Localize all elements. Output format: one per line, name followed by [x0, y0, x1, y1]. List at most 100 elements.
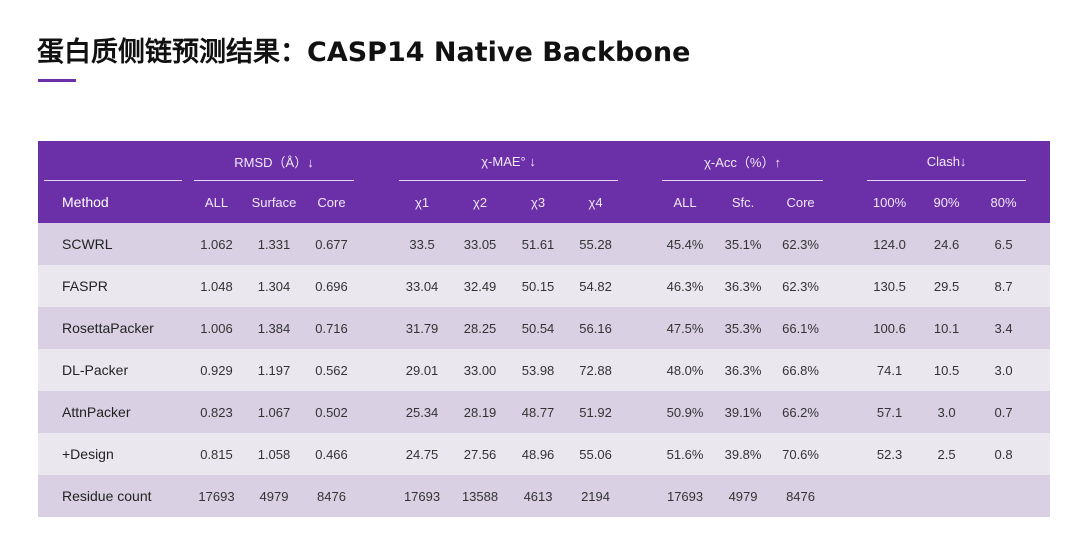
col-spacer: [829, 475, 861, 517]
table-cell: 4979: [728, 488, 758, 504]
method-name-cell: Residue count: [62, 488, 152, 504]
table-cell: 70.6%: [782, 446, 819, 462]
table-cell: 0.815: [200, 446, 233, 462]
table-body: SCWRL 1.062 1.331 0.677 33.5 33.05 51.61 55.28 4…: [38, 223, 1051, 517]
group-acc: χ-Acc（%）↑: [656, 141, 829, 181]
table-cell: 8.7: [994, 278, 1013, 294]
table-cell: 17693: [666, 488, 704, 504]
table-cell: 3.0: [937, 404, 956, 420]
table-cell: 10.1: [933, 320, 960, 336]
table-cell: 0.466: [315, 446, 348, 462]
table-cell: 47.5%: [666, 320, 704, 336]
table-cell: 1.006: [200, 320, 233, 336]
col-spacer: [624, 433, 656, 475]
column-header-row: Method ALL Surface Core χ1 χ2 χ3 χ4 ALL …: [38, 181, 1051, 223]
results-table: RMSD（Å）↓ χ-MAE° ↓ χ-Acc（%）↑ Clash↓ Metho…: [38, 141, 1051, 517]
col-header-clash-100: 100%: [872, 194, 907, 210]
table-cell: 36.3%: [724, 362, 762, 378]
table-cell: 56.16: [579, 320, 612, 336]
table-cell: [861, 475, 918, 517]
table-cell: 2.5: [937, 446, 956, 462]
table-cell: 39.1%: [724, 404, 762, 420]
col-spacer: [829, 223, 861, 265]
table-cell: 3.4: [994, 320, 1013, 336]
table-cell: 66.8%: [782, 362, 819, 378]
col-header-chi3: χ3: [531, 194, 546, 210]
group-header-row: RMSD（Å）↓ χ-MAE° ↓ χ-Acc（%）↑ Clash↓: [38, 141, 1051, 181]
col-header-acc-core: Core: [786, 194, 815, 210]
col-spacer: [1032, 391, 1050, 433]
table-row: DL-Packer 0.929 1.197 0.562 29.01 33.00 53.98 7…: [38, 349, 1051, 391]
col-header-chi4: χ4: [588, 194, 603, 210]
group-spacer: [829, 141, 861, 181]
col-spacer: [829, 391, 861, 433]
col-spacer: [1032, 265, 1050, 307]
table-cell: 1.058: [257, 446, 291, 462]
table-cell: 10.5: [933, 362, 960, 378]
col-spacer: [1032, 349, 1050, 391]
table-cell: 51.61: [521, 236, 555, 252]
col-header-chi1: χ1: [415, 194, 430, 210]
table-cell: 0.562: [315, 362, 348, 378]
table-cell: 28.19: [463, 404, 497, 420]
table-cell: 66.1%: [782, 320, 819, 336]
table-cell: 50.54: [521, 320, 555, 336]
col-spacer: [624, 181, 656, 223]
table-cell: 0.7: [994, 404, 1013, 420]
table-cell: 36.3%: [724, 278, 762, 294]
table-cell: 62.3%: [782, 278, 819, 294]
col-spacer: [360, 391, 393, 433]
col-spacer: [1032, 223, 1050, 265]
group-spacer: [360, 141, 393, 181]
col-header-method: Method: [62, 194, 109, 210]
group-spacer: [38, 141, 188, 181]
table-cell: 24.75: [405, 446, 439, 462]
col-spacer: [1032, 433, 1050, 475]
col-spacer: [1032, 475, 1050, 517]
col-spacer: [624, 475, 656, 517]
method-name-cell: +Design: [62, 446, 114, 462]
table-cell: 0.716: [315, 320, 348, 336]
table-cell: 27.56: [463, 446, 497, 462]
table-row: AttnPacker 0.823 1.067 0.502 25.34 28.19 48.77…: [38, 391, 1051, 433]
col-spacer: [624, 391, 656, 433]
table-cell: 4979: [259, 488, 289, 504]
col-spacer: [829, 181, 861, 223]
table-cell: 33.5: [409, 236, 435, 252]
table-cell: 74.1: [876, 362, 903, 378]
col-spacer: [360, 307, 393, 349]
table-row: SCWRL 1.062 1.331 0.677 33.5 33.05 51.61 55.28 4…: [38, 223, 1051, 265]
table-cell: 1.197: [257, 362, 291, 378]
col-spacer: [829, 433, 861, 475]
table-cell: 51.92: [579, 404, 612, 420]
method-name-cell: SCWRL: [62, 236, 113, 252]
col-header-rmsd-surface: Surface: [251, 194, 297, 210]
table-cell: 32.49: [463, 278, 497, 294]
table-cell: 0.8: [994, 446, 1013, 462]
table-cell: 55.06: [579, 446, 612, 462]
table-cell: 3.0: [994, 362, 1013, 378]
table-cell: 17693: [403, 488, 441, 504]
table-cell: 51.6%: [666, 446, 704, 462]
table-cell: 6.5: [994, 236, 1013, 252]
col-spacer: [624, 223, 656, 265]
table-cell: 48.77: [521, 404, 555, 420]
table-cell: 8476: [317, 488, 346, 504]
table-cell: 46.3%: [666, 278, 704, 294]
table-cell: 124.0: [873, 236, 906, 252]
table-cell: 0.677: [315, 236, 348, 252]
group-spacer: [1032, 141, 1050, 181]
col-spacer: [360, 433, 393, 475]
table-cell: 1.048: [200, 278, 233, 294]
table-cell: 24.6: [933, 236, 960, 252]
title-underline-accent: [38, 79, 76, 82]
table-cell: 0.823: [200, 404, 233, 420]
col-header-clash-80: 80%: [990, 194, 1017, 210]
col-spacer: [1032, 307, 1050, 349]
table-cell: 4613: [523, 488, 553, 504]
table-cell: 33.00: [463, 362, 497, 378]
col-spacer: [360, 223, 393, 265]
table-cell: 29.5: [933, 278, 960, 294]
table-row: Residue count 17693 4979 8476 17693 13588 4613…: [38, 475, 1051, 517]
col-spacer: [360, 349, 393, 391]
